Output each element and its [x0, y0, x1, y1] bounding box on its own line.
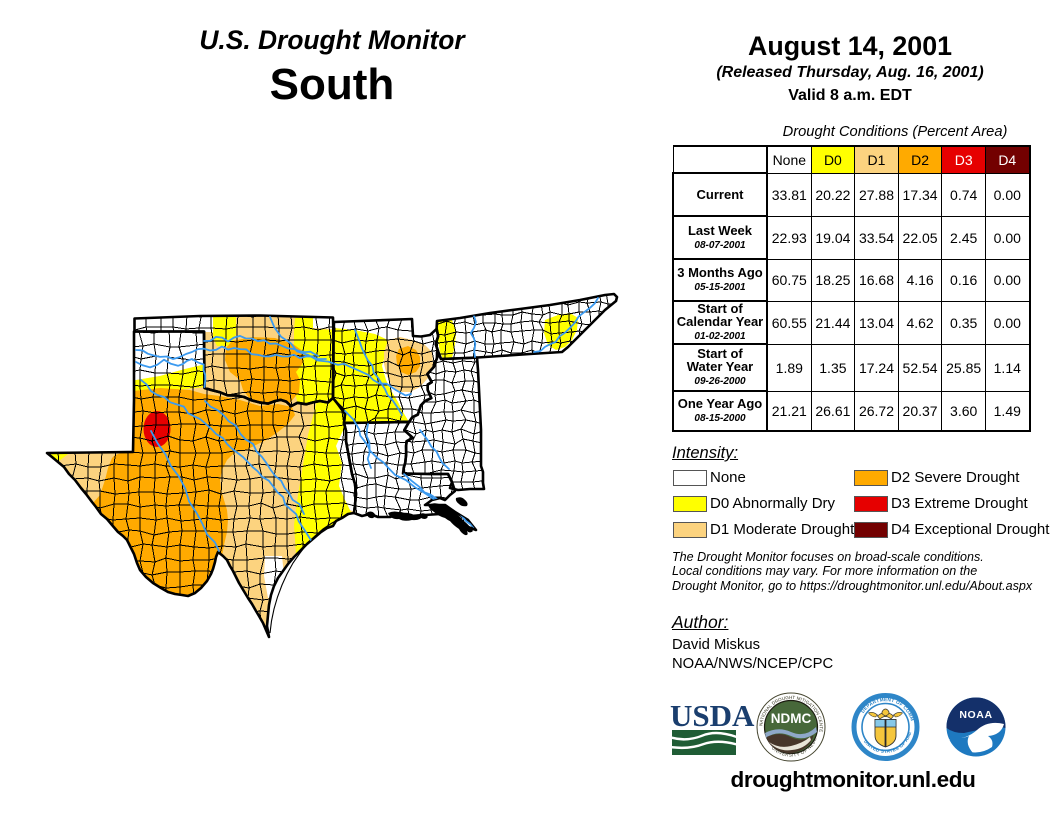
svg-text:NOAA: NOAA	[959, 709, 992, 721]
svg-text:USDA: USDA	[670, 698, 755, 733]
svg-text:NDMC: NDMC	[771, 711, 812, 726]
